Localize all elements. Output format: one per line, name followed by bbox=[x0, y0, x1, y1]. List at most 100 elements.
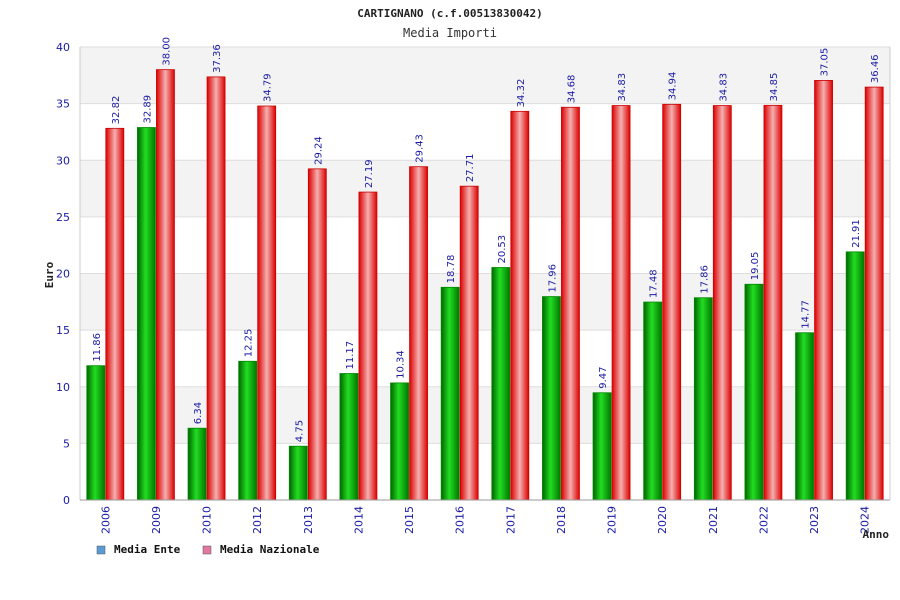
bar-media-ente bbox=[491, 267, 511, 501]
bar-media-ente bbox=[339, 373, 359, 501]
x-tick-label: 2016 bbox=[454, 506, 467, 534]
bar-media-ente bbox=[390, 382, 409, 501]
x-tick-label: 2009 bbox=[150, 506, 163, 534]
y-tick-label: 10 bbox=[56, 381, 70, 394]
value-label-media-ente: 19.05 bbox=[750, 252, 761, 281]
bar-media-ente bbox=[86, 365, 106, 501]
bar-media-nazionale bbox=[864, 86, 884, 501]
bar-media-ente bbox=[288, 445, 308, 501]
bar-media-nazionale bbox=[409, 166, 428, 501]
y-tick-label: 0 bbox=[63, 494, 70, 507]
bar-media-nazionale bbox=[814, 80, 833, 501]
value-label-media-nazionale: 29.43 bbox=[415, 134, 426, 163]
value-label-media-nazionale: 34.85 bbox=[769, 73, 780, 102]
bar-media-nazionale bbox=[257, 105, 277, 501]
y-axis-title: Euro bbox=[43, 261, 56, 288]
value-label-media-nazionale: 34.94 bbox=[668, 72, 679, 101]
chart-subtitle: Media Importi bbox=[403, 26, 497, 40]
value-label-media-ente: 17.96 bbox=[547, 264, 558, 293]
bar-media-nazionale bbox=[510, 110, 530, 501]
bar-media-ente bbox=[592, 392, 612, 501]
bar-media-nazionale bbox=[662, 103, 682, 501]
bar-media-ente bbox=[187, 427, 207, 501]
value-label-media-nazionale: 37.36 bbox=[212, 44, 223, 73]
x-tick-label: 2020 bbox=[656, 506, 669, 534]
y-tick-label: 40 bbox=[56, 41, 70, 54]
x-tick-label: 2015 bbox=[403, 506, 416, 534]
value-label-media-ente: 11.86 bbox=[92, 333, 103, 362]
x-tick-label: 2006 bbox=[99, 506, 112, 534]
x-tick-label: 2019 bbox=[606, 506, 619, 534]
x-tick-label: 2022 bbox=[757, 506, 770, 534]
y-tick-label: 35 bbox=[56, 98, 70, 111]
legend-swatch-media-ente bbox=[96, 545, 106, 555]
value-label-media-nazionale: 32.82 bbox=[111, 96, 122, 125]
legend-label-media-ente: Media Ente bbox=[114, 543, 181, 556]
x-tick-label: 2017 bbox=[504, 506, 517, 534]
x-tick-label: 2023 bbox=[808, 506, 821, 534]
bars bbox=[86, 69, 884, 501]
bar-media-ente bbox=[693, 297, 713, 501]
bar-media-nazionale bbox=[712, 105, 732, 501]
bar-media-nazionale bbox=[156, 69, 175, 501]
value-label-media-ente: 9.47 bbox=[598, 366, 609, 388]
value-label-media-nazionale: 34.79 bbox=[263, 73, 274, 102]
value-label-media-nazionale: 36.46 bbox=[870, 54, 881, 83]
value-label-media-ente: 11.17 bbox=[345, 341, 356, 370]
value-label-media-ente: 10.34 bbox=[396, 350, 407, 379]
value-label-media-nazionale: 37.05 bbox=[820, 48, 831, 77]
x-tick-label: 2014 bbox=[352, 506, 365, 534]
legend: Media Ente Media Nazionale bbox=[96, 543, 320, 556]
value-label-media-nazionale: 27.19 bbox=[364, 159, 375, 188]
bar-media-ente bbox=[238, 360, 258, 501]
bar-media-ente bbox=[643, 301, 663, 501]
value-label-media-nazionale: 34.83 bbox=[617, 73, 628, 102]
bar-media-nazionale bbox=[105, 127, 125, 501]
bar-media-nazionale bbox=[307, 168, 327, 501]
x-tick-label: 2018 bbox=[555, 506, 568, 534]
legend-label-media-nazionale: Media Nazionale bbox=[220, 543, 320, 556]
y-tick-label: 15 bbox=[56, 324, 70, 337]
value-label-media-nazionale: 27.71 bbox=[465, 154, 476, 183]
bar-media-nazionale bbox=[358, 191, 378, 501]
x-tick-label: 2024 bbox=[859, 506, 872, 534]
value-label-media-nazionale: 34.68 bbox=[566, 75, 577, 104]
x-tick-labels: 2006 2009 2010 2012 2013 2014 2015 2016 2017 2018… bbox=[99, 506, 871, 534]
y-tick-label: 5 bbox=[63, 437, 70, 450]
value-label-media-nazionale: 38.00 bbox=[161, 37, 172, 66]
value-labels: 11.86 32.82 32.89 38.00 6.34 37.36 12.25 34.79 4… bbox=[92, 37, 881, 442]
bar-media-ente bbox=[744, 283, 764, 501]
y-tick-label: 30 bbox=[56, 154, 70, 167]
value-label-media-nazionale: 29.24 bbox=[313, 136, 324, 165]
y-tick-label: 25 bbox=[56, 211, 70, 224]
bar-media-ente bbox=[845, 251, 865, 501]
bar-media-nazionale bbox=[763, 104, 783, 501]
value-label-media-ente: 6.34 bbox=[193, 402, 204, 424]
value-label-media-ente: 12.25 bbox=[244, 329, 255, 358]
value-label-media-ente: 20.53 bbox=[497, 235, 508, 264]
value-label-media-nazionale: 34.83 bbox=[718, 73, 729, 102]
axes bbox=[79, 47, 891, 501]
value-label-media-ente: 4.75 bbox=[294, 420, 305, 442]
y-tick-labels: 0 5 10 15 20 25 30 35 40 bbox=[56, 41, 70, 507]
bar-media-ente bbox=[542, 296, 561, 501]
value-label-media-ente: 14.77 bbox=[801, 300, 812, 329]
value-label-media-ente: 32.89 bbox=[142, 95, 153, 124]
value-label-media-ente: 17.86 bbox=[699, 265, 710, 294]
value-label-media-nazionale: 34.32 bbox=[516, 79, 527, 108]
bar-media-nazionale bbox=[561, 106, 580, 501]
bar-media-nazionale bbox=[206, 76, 226, 501]
x-tick-label: 2013 bbox=[302, 506, 315, 534]
bar-media-nazionale bbox=[459, 185, 479, 501]
legend-swatch-media-nazionale bbox=[202, 545, 212, 555]
x-tick-label: 2010 bbox=[201, 506, 214, 534]
value-label-media-ente: 18.78 bbox=[446, 255, 457, 284]
x-axis-title: Anno bbox=[863, 528, 890, 541]
chart-title: CARTIGNANO (c.f.00513830042) bbox=[357, 7, 542, 20]
x-tick-label: 2021 bbox=[707, 506, 720, 534]
value-label-media-ente: 21.91 bbox=[851, 219, 862, 248]
bar-media-ente bbox=[795, 332, 814, 501]
x-tick-label: 2012 bbox=[251, 506, 264, 534]
bar-media-ente bbox=[440, 286, 460, 501]
